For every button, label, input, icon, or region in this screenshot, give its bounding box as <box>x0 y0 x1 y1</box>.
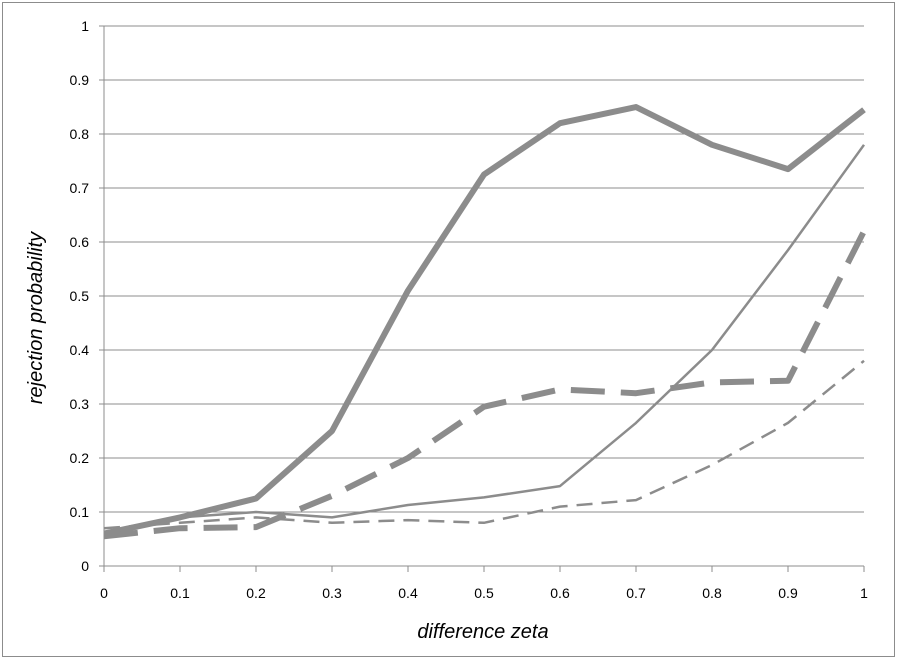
x-tick-label: 0.9 <box>778 585 798 601</box>
y-tick-label: 0.8 <box>70 126 90 142</box>
y-tick-label: 0 <box>81 558 89 574</box>
x-tick-labels: 0 0.1 0.2 0.3 0.4 0.5 0.6 0.7 0.8 0.9 1 <box>100 585 868 601</box>
x-tick-label: 0.4 <box>398 585 418 601</box>
x-tick-label: 0.2 <box>246 585 266 601</box>
x-tick-label: 0 <box>100 585 108 601</box>
y-tick-label: 1 <box>81 18 89 34</box>
x-tick-label: 1 <box>860 585 868 601</box>
y-tick-label: 0.5 <box>70 288 90 304</box>
series-line-3 <box>103 229 867 540</box>
x-tick-label: 0.1 <box>170 585 190 601</box>
axes <box>99 25 865 572</box>
y-tick-label: 0.7 <box>70 180 90 196</box>
series-line-4 <box>103 359 865 530</box>
series-lines <box>103 104 867 540</box>
y-tick-labels: 0 0.1 0.2 0.3 0.4 0.5 0.6 0.7 0.8 0.9 1 <box>70 18 90 574</box>
y-tick-label: 0.2 <box>70 450 90 466</box>
y-tick-label: 0.1 <box>70 504 90 520</box>
y-axis-title: rejection probability <box>25 231 47 404</box>
x-tick-label: 0.6 <box>550 585 570 601</box>
y-tick-label: 0.4 <box>70 342 90 358</box>
y-tick-label: 0.6 <box>70 234 90 250</box>
y-tick-label: 0.3 <box>70 396 90 412</box>
x-tick-label: 0.7 <box>626 585 646 601</box>
series-line-1 <box>103 104 866 537</box>
series-line-2 <box>103 144 866 535</box>
y-tick-label: 0.9 <box>70 72 90 88</box>
gridlines <box>104 25 864 513</box>
x-tick-label: 0.5 <box>474 585 494 601</box>
x-axis-title: difference zeta <box>417 621 548 643</box>
x-tick-label: 0.3 <box>322 585 342 601</box>
x-tick-label: 0.8 <box>702 585 722 601</box>
